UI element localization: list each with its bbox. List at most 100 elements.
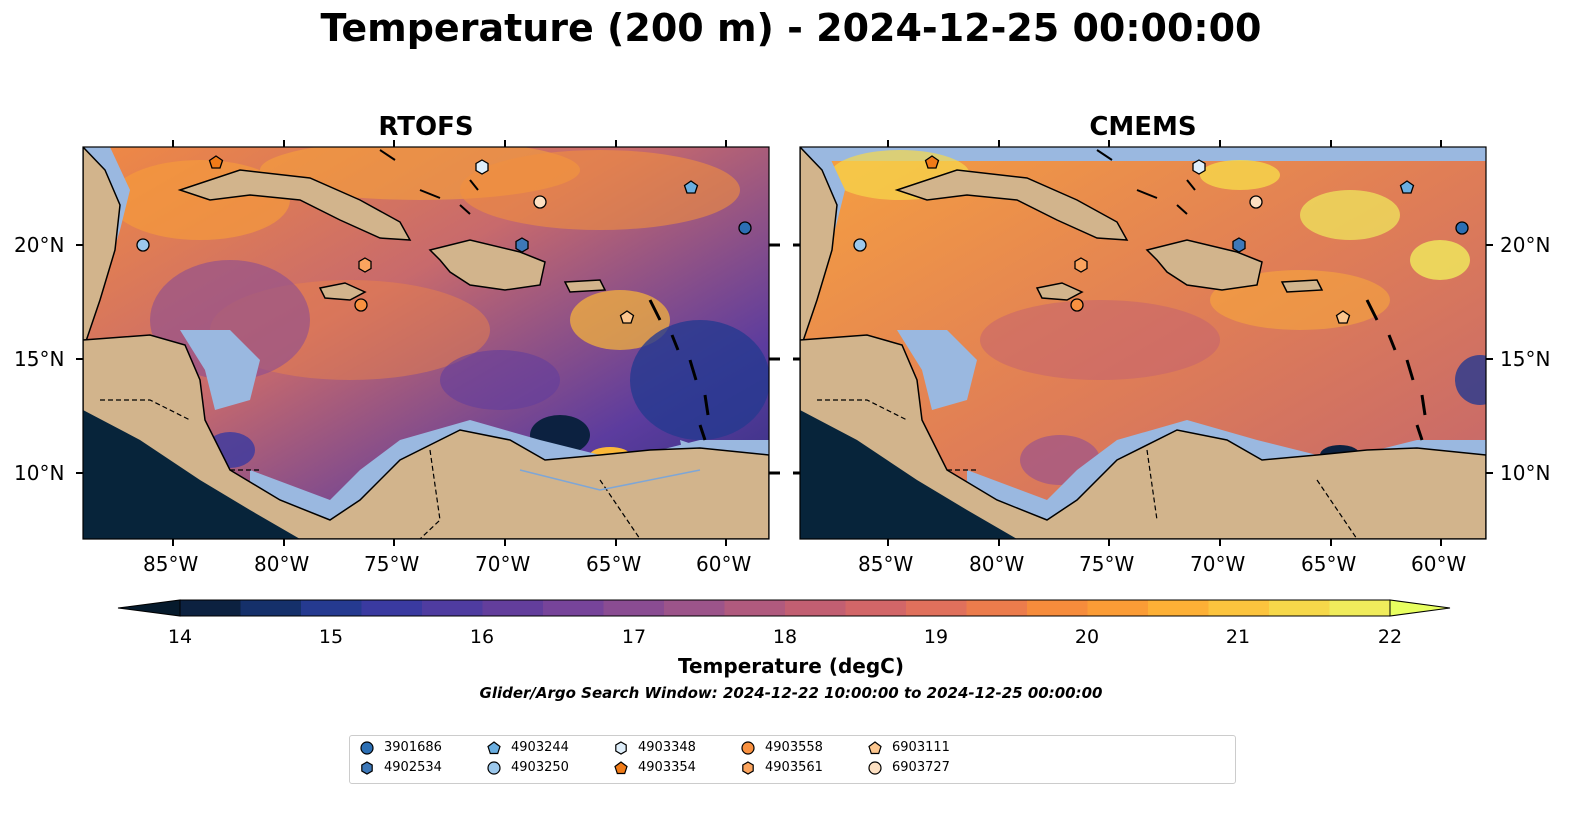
circle-marker-icon (360, 740, 374, 755)
pentagon-marker-icon (487, 740, 501, 754)
colorbar-segment (906, 600, 967, 616)
legend-label: 6903727 (892, 760, 950, 775)
legend-label: 3901686 (384, 740, 442, 755)
circle-marker-icon (868, 760, 882, 775)
cmems-lat-tick: 10°N (1500, 461, 1551, 485)
colorbar-segment (240, 600, 302, 616)
colorbar-segment (1208, 600, 1270, 616)
rtofs-lon-tick: 80°W (254, 552, 310, 576)
rtofs-lat-tick: 10°N (14, 461, 65, 485)
colorbar-over-arrow (1389, 599, 1451, 617)
panel-title-rtofs: RTOFS (378, 112, 474, 142)
legend-item: 3901686 (360, 740, 442, 755)
marker-6903111 (619, 310, 635, 324)
colorbar-tick: 15 (318, 626, 344, 648)
panel-title-cmems: CMEMS (1089, 112, 1197, 142)
colorbar-under-arrow (117, 599, 181, 617)
rtofs-lon-tick: 65°W (586, 552, 642, 576)
marker-4902534 (515, 237, 529, 253)
cmems-lat-tick: 15°N (1500, 347, 1551, 371)
legend-label: 4903561 (765, 760, 823, 775)
colorbar-segment (301, 600, 362, 616)
marker-4903561 (358, 257, 372, 273)
legend-label: 4903244 (511, 740, 569, 755)
colorbar-tick: 22 (1377, 626, 1403, 648)
colorbar-tick: 21 (1225, 626, 1251, 648)
legend: 3901686 4902534 4903244 4903250 4903348 49033… (349, 735, 1236, 784)
legend-item: 4902534 (360, 760, 442, 775)
colorbar-tick: 14 (167, 626, 193, 648)
rtofs-lon-tick: 85°W (143, 552, 199, 576)
marker-6903727 (533, 195, 547, 209)
colorbar-segment (1329, 600, 1391, 616)
cmems-lon-tick: 65°W (1301, 552, 1357, 576)
legend-item: 4903244 (487, 740, 569, 755)
colorbar-segment (1087, 600, 1149, 616)
rtofs-ticks (76, 140, 780, 546)
colorbar-segment (664, 600, 725, 616)
marker-4903244 (683, 180, 699, 194)
hexagon-marker-icon (742, 760, 754, 775)
colorbar-segment (361, 600, 423, 616)
colorbar-segment (966, 600, 1028, 616)
circle-marker-icon (487, 760, 501, 775)
colorbar-tick: 20 (1074, 626, 1100, 648)
legend-label: 4903558 (765, 740, 823, 755)
colorbar-segment (1148, 600, 1209, 616)
colorbar-tick: 16 (469, 626, 495, 648)
pentagon-marker-icon (868, 740, 882, 754)
legend-label: 4903348 (638, 740, 696, 755)
colorbar-segment (422, 600, 483, 616)
colorbar-title: Temperature (degC) (678, 654, 904, 678)
rtofs-lon-tick: 70°W (475, 552, 531, 576)
cmems-ticks (793, 140, 1493, 546)
legend-item: 6903727 (868, 760, 950, 775)
marker-4903354 (208, 155, 224, 169)
hexagon-marker-icon (361, 760, 373, 775)
colorbar-segment (180, 600, 241, 616)
cmems-map (800, 147, 1486, 539)
legend-item: 4903354 (614, 760, 696, 775)
cmems-lon-tick: 60°W (1411, 552, 1467, 576)
cmems-lon-tick: 75°W (1079, 552, 1135, 576)
colorbar-segment (603, 600, 665, 616)
colorbar-segment (1027, 600, 1088, 616)
colorbar-segment (785, 600, 846, 616)
rtofs-lat-tick: 15°N (14, 347, 65, 371)
cmems-lon-tick: 85°W (858, 552, 914, 576)
circle-marker-icon (741, 740, 755, 755)
colorbar-segment (724, 600, 786, 616)
rtofs-map (83, 147, 769, 539)
colorbar-tick: 17 (621, 626, 647, 648)
colorbar-segment (1269, 600, 1330, 616)
legend-label: 4903250 (511, 760, 569, 775)
pentagon-marker-icon (614, 760, 628, 774)
figure-title: Temperature (200 m) - 2024-12-25 00:00:0… (320, 6, 1262, 50)
legend-label: 4902534 (384, 760, 442, 775)
colorbar-segment (482, 600, 544, 616)
colorbar-tick: 19 (923, 626, 949, 648)
hexagon-marker-icon (615, 740, 627, 755)
cmems-lat-tick: 20°N (1500, 233, 1551, 257)
cmems-lon-tick: 70°W (1190, 552, 1246, 576)
colorbar-segment (845, 600, 907, 616)
rtofs-lon-tick: 60°W (696, 552, 752, 576)
marker-3901686 (738, 221, 752, 235)
colorbar (117, 599, 1451, 617)
legend-item: 6903111 (868, 740, 950, 755)
legend-label: 6903111 (892, 740, 950, 755)
rtofs-lat-tick: 20°N (14, 233, 65, 257)
colorbar-segment (543, 600, 604, 616)
legend-item: 4903558 (741, 740, 823, 755)
legend-item: 4903250 (487, 760, 569, 775)
colorbar-frame (179, 599, 1391, 617)
marker-4903348 (475, 159, 489, 175)
colorbar-tick: 18 (772, 626, 798, 648)
marker-4903250 (136, 238, 150, 252)
legend-item: 4903348 (614, 740, 696, 755)
legend-label: 4903354 (638, 760, 696, 775)
legend-item: 4903561 (741, 760, 823, 775)
search-window-note: Glider/Argo Search Window: 2024-12-22 10… (479, 684, 1103, 702)
cmems-lon-tick: 80°W (969, 552, 1025, 576)
